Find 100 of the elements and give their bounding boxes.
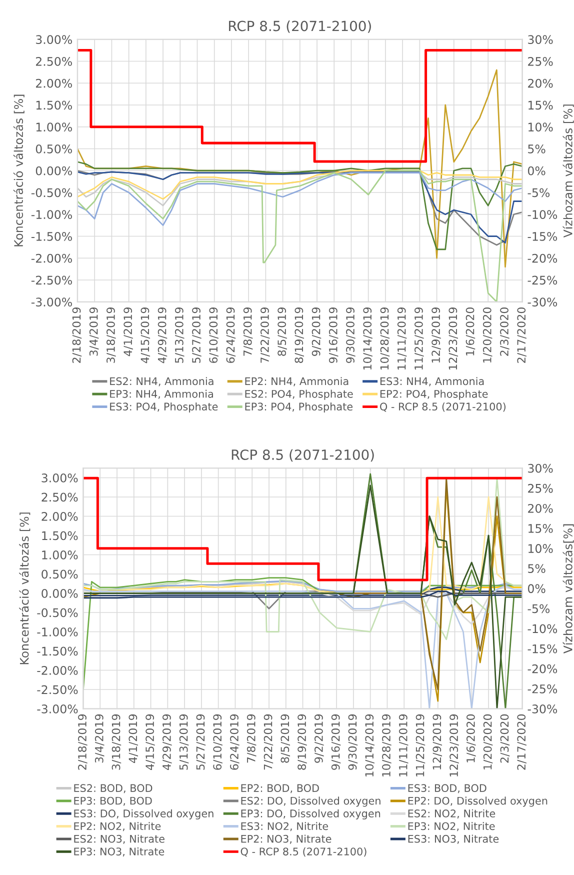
x-tick-label: 9/30/2019 bbox=[346, 308, 356, 364]
x-tick-label: 2/18/2019 bbox=[72, 308, 82, 363]
x-tick-label: 8/5/2019 bbox=[278, 308, 287, 356]
y2-tick-label: -25% bbox=[528, 276, 558, 285]
y-tick-label: -2.50% bbox=[37, 685, 78, 694]
x-tick-label: 12/9/2019 bbox=[432, 714, 442, 770]
legend-label: EP3: NO2, Nitrite bbox=[408, 822, 495, 832]
x-tick-label: 6/10/2019 bbox=[213, 714, 222, 770]
x-tick-label: 7/22/2019 bbox=[260, 308, 270, 363]
x-tick-label: 5/27/2019 bbox=[192, 308, 202, 363]
legend-label: EP3: BOD, BOD bbox=[74, 796, 152, 806]
y2-tick-label: -30% bbox=[528, 298, 558, 307]
legend-label: EP3: DO, Dissolved oxygen bbox=[241, 809, 380, 820]
y2-tick-label: -30% bbox=[528, 704, 558, 714]
legend-label: EP2: BOD, BOD bbox=[241, 784, 319, 794]
y-tick-label: 3.00% bbox=[42, 473, 78, 482]
y2-tick-label: -5% bbox=[528, 604, 550, 614]
y-tick-label: 0.50% bbox=[36, 144, 72, 154]
y2-axis-title: Vízhozam változás[%] bbox=[562, 524, 574, 654]
x-tick-label: 3/18/2019 bbox=[112, 714, 122, 770]
y2-tick-label: 15% bbox=[528, 524, 553, 533]
x-tick-label: 1/6/2020 bbox=[466, 307, 476, 356]
x-tick-label: 10/14/2019 bbox=[363, 308, 372, 370]
y2-tick-label: -10% bbox=[528, 624, 558, 634]
y2-tick-label: -20% bbox=[528, 664, 558, 674]
y2-tick-label: 30% bbox=[528, 35, 553, 44]
y2-tick-label: -10% bbox=[528, 210, 558, 220]
y-tick-label: 3.00% bbox=[36, 35, 72, 44]
y2-tick-label: 30% bbox=[528, 464, 553, 473]
x-tick-label: 8/19/2019 bbox=[298, 714, 307, 770]
y2-tick-label: 25% bbox=[528, 56, 553, 66]
legend-label: EP2: NH4, Ammonia bbox=[245, 377, 348, 386]
x-tick-label: 12/9/2019 bbox=[432, 308, 441, 362]
legend-label: ES2: NO2, Nitrite bbox=[408, 809, 496, 818]
y-axis-title: Koncentráció változás [%] bbox=[19, 512, 30, 664]
legend-label: ES3: NO2, Nitrite bbox=[241, 822, 328, 832]
x-tick-label: 10/28/2019 bbox=[382, 714, 392, 776]
legend-label: ES3: NH4, Ammonia bbox=[380, 377, 484, 386]
y-tick-label: -1.00% bbox=[37, 627, 78, 636]
y2-tick-label: -15% bbox=[528, 644, 558, 654]
legend-label: Q - RCP 8.5 (2071-2100) bbox=[240, 847, 366, 857]
y-tick-label: -2.00% bbox=[31, 254, 72, 263]
x-tick-label: 1/6/2020 bbox=[466, 714, 476, 762]
x-tick-label: 11/25/2019 bbox=[414, 308, 424, 370]
y-axis-title: Koncentráció változás [%] bbox=[13, 94, 24, 246]
legend-label: ES2: PO4, Phosphate bbox=[245, 390, 353, 400]
x-tick-label: 11/11/2019 bbox=[397, 308, 407, 370]
y2-tick-label: 0% bbox=[528, 166, 546, 176]
x-tick-label: 2/3/2020 bbox=[500, 307, 510, 356]
legend-label: EP2: PO4, Phosphate bbox=[380, 390, 488, 400]
y-tick-label: 0.00% bbox=[36, 166, 72, 176]
x-tick-label: 9/16/2019 bbox=[331, 714, 341, 770]
x-tick-label: 7/8/2019 bbox=[246, 714, 256, 763]
x-tick-label: 6/24/2019 bbox=[226, 308, 236, 363]
x-tick-label: 8/19/2019 bbox=[294, 308, 304, 363]
x-tick-label: 1/20/2020 bbox=[483, 714, 493, 770]
x-tick-label: 9/16/2019 bbox=[328, 308, 338, 364]
x-tick-label: 7/22/2019 bbox=[264, 714, 274, 770]
x-tick-label: 4/15/2019 bbox=[140, 308, 150, 364]
legend-label: EP2: NO2, Nitrite bbox=[74, 822, 161, 832]
y2-tick-label: -5% bbox=[528, 188, 550, 198]
y-tick-label: 0.00% bbox=[42, 588, 78, 598]
y-tick-label: 1.50% bbox=[42, 531, 78, 540]
y2-tick-label: 20% bbox=[528, 504, 553, 513]
x-tick-label: 12/23/2019 bbox=[448, 308, 458, 370]
y-tick-label: -0.50% bbox=[37, 608, 78, 618]
y-tick-label: -2.50% bbox=[31, 276, 72, 285]
x-tick-label: 4/15/2019 bbox=[146, 714, 155, 770]
x-tick-label: 4/1/2019 bbox=[124, 308, 133, 356]
x-tick-label: 2/17/2020 bbox=[517, 714, 526, 770]
x-tick-label: 4/1/2019 bbox=[128, 714, 138, 763]
y-tick-label: 1.00% bbox=[36, 122, 72, 132]
x-tick-label: 9/30/2019 bbox=[348, 714, 358, 770]
y-tick-label: -1.50% bbox=[37, 646, 78, 656]
x-tick-label: 3/4/2019 bbox=[89, 308, 99, 356]
y-tick-label: -0.50% bbox=[31, 188, 72, 198]
legend-label: ES3: NO3, Nitrate bbox=[408, 834, 499, 844]
x-tick-label: 5/13/2019 bbox=[179, 714, 189, 770]
x-tick-label: 11/11/2019 bbox=[398, 714, 408, 776]
y2-tick-label: -15% bbox=[528, 232, 558, 241]
legend-label: ES2: BOD, BOD bbox=[74, 784, 152, 794]
x-tick-label: 8/5/2019 bbox=[280, 714, 290, 763]
y2-tick-label: 5% bbox=[528, 564, 546, 574]
y-tick-label: 2.50% bbox=[42, 492, 78, 502]
x-tick-label: 2/18/2019 bbox=[78, 714, 88, 770]
legend-label: EP3: NO3, Nitrate bbox=[74, 847, 164, 857]
y-tick-label: 1.50% bbox=[36, 100, 72, 110]
y-tick-label: -1.00% bbox=[31, 210, 72, 220]
y-tick-label: 1.00% bbox=[42, 550, 78, 560]
legend-label: ES3: BOD, BOD bbox=[408, 784, 486, 794]
x-tick-label: 3/18/2019 bbox=[106, 308, 116, 363]
legend-label: ES3: PO4, Phosphate bbox=[110, 402, 218, 413]
x-tick-label: 11/25/2019 bbox=[416, 714, 426, 776]
y2-axis-title: Vízhozam változás [%] bbox=[562, 104, 574, 238]
x-tick-label: 4/29/2019 bbox=[158, 308, 168, 364]
y2-tick-label: -25% bbox=[528, 684, 558, 694]
y2-tick-label: 20% bbox=[528, 78, 553, 88]
x-tick-label: 3/4/2019 bbox=[94, 714, 104, 763]
x-tick-label: 7/8/2019 bbox=[243, 308, 253, 356]
y2-tick-label: 0% bbox=[528, 584, 546, 594]
